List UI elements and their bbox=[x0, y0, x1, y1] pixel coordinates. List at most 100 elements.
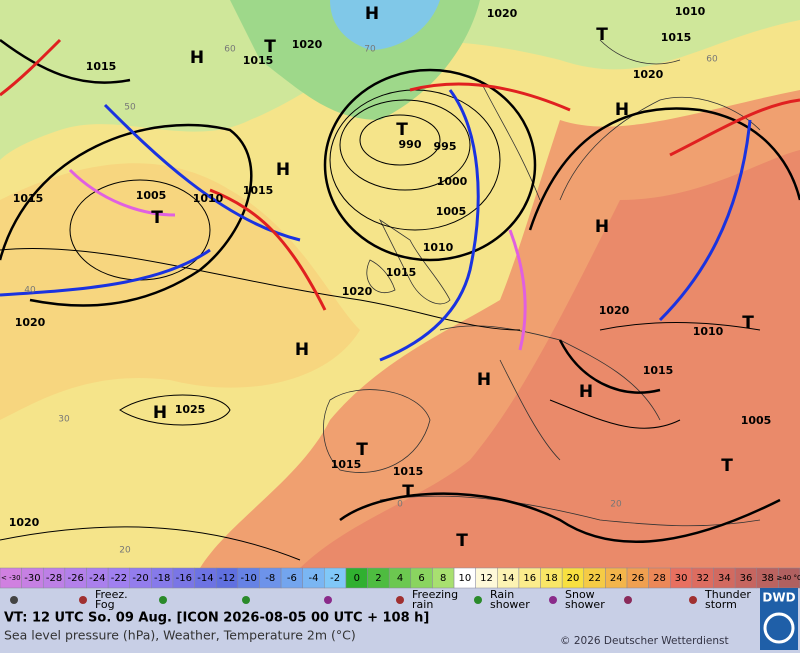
scale-label: -24 bbox=[89, 573, 105, 584]
isobar-label: 1010 bbox=[423, 241, 454, 254]
latitude-label: 60 bbox=[706, 55, 718, 65]
isobar-label: 1015 bbox=[661, 31, 692, 44]
pressure-center: H bbox=[365, 4, 379, 24]
scale-label: 10 bbox=[458, 573, 471, 584]
scale-label: 38 bbox=[761, 573, 774, 584]
logo-icon bbox=[763, 612, 795, 644]
isobar-label: 1010 bbox=[193, 192, 224, 205]
isobar-label: 1015 bbox=[393, 465, 424, 478]
scale-label: -8 bbox=[265, 573, 275, 584]
pressure-center: H bbox=[595, 217, 609, 237]
isobar-label: 1015 bbox=[643, 364, 674, 377]
latitude-label: 70 bbox=[364, 45, 376, 55]
legend-symbol bbox=[624, 596, 632, 604]
legend-label: Rain shower bbox=[490, 588, 530, 611]
isobar-label: 1015 bbox=[243, 54, 274, 67]
scale-label: 26 bbox=[631, 573, 644, 584]
legend-symbol bbox=[324, 596, 332, 604]
hot-field bbox=[300, 150, 800, 568]
scale-label: 12 bbox=[480, 573, 493, 584]
weather-legend: Freez. Fog Freezing rain Rain shower Snow showe… bbox=[10, 588, 751, 611]
pressure-center: T bbox=[396, 120, 408, 140]
isobar-label: 1020 bbox=[342, 285, 373, 298]
scale-label: 14 bbox=[502, 573, 515, 584]
scale-label: -10 bbox=[240, 573, 256, 584]
scale-label: 32 bbox=[696, 573, 709, 584]
pressure-center: H bbox=[477, 370, 491, 390]
isobar-label: 1005 bbox=[436, 205, 467, 218]
pressure-center: H bbox=[579, 382, 593, 402]
isobar-label: 1015 bbox=[86, 60, 117, 73]
scale-label: -12 bbox=[219, 573, 235, 584]
scale-label: -2 bbox=[330, 573, 340, 584]
scale-label: 6 bbox=[418, 573, 424, 584]
latitude-label: 60 bbox=[224, 45, 236, 55]
isobar-label: 995 bbox=[434, 140, 457, 153]
pressure-center: T bbox=[264, 37, 276, 57]
isobar-label: 1015 bbox=[13, 192, 44, 205]
legend-label: Thunder storm bbox=[704, 588, 751, 611]
pressure-center: T bbox=[742, 313, 754, 333]
isobar-label: 1015 bbox=[243, 184, 274, 197]
legend-symbol bbox=[242, 596, 250, 604]
scale-label: ≥40 °C bbox=[776, 574, 800, 582]
isobar-label: 1015 bbox=[331, 458, 362, 471]
isobar-label: 1025 bbox=[175, 403, 206, 416]
scale-label: 8 bbox=[440, 573, 446, 584]
isobar-label: 1020 bbox=[292, 38, 323, 51]
pressure-center: T bbox=[721, 456, 733, 476]
isobar-label: 1020 bbox=[487, 7, 518, 20]
legend-symbol bbox=[10, 596, 18, 604]
isobar-label: 1020 bbox=[633, 68, 664, 81]
isobar-label: 1020 bbox=[9, 516, 40, 529]
pressure-center: T bbox=[356, 440, 368, 460]
copyright: © 2026 Deutscher Wetterdienst bbox=[560, 635, 729, 647]
scale-label: 28 bbox=[653, 573, 666, 584]
pressure-center: H bbox=[276, 160, 290, 180]
scale-label: 18 bbox=[545, 573, 558, 584]
legend-symbol bbox=[79, 596, 87, 604]
scale-label: -20 bbox=[132, 573, 148, 584]
legend-symbol bbox=[396, 596, 404, 604]
legend-symbol bbox=[549, 596, 557, 604]
pressure-center: H bbox=[190, 48, 204, 68]
main-isobars bbox=[0, 38, 800, 544]
valid-time: VT: 12 UTC So. 09 Aug. [ICON 2026-08-05 … bbox=[4, 611, 429, 626]
isobar-label: 1020 bbox=[15, 316, 46, 329]
scale-label: -6 bbox=[287, 573, 297, 584]
pressure-center: H bbox=[153, 403, 167, 423]
isobar-label: 1015 bbox=[386, 266, 417, 279]
legend-symbol bbox=[474, 596, 482, 604]
description: Sea level pressure (hPa), Weather, Tempe… bbox=[4, 628, 356, 643]
scale-label: 0 bbox=[354, 573, 360, 584]
scale-label: -22 bbox=[111, 573, 127, 584]
pressure-center: H bbox=[295, 340, 309, 360]
legend-symbol bbox=[689, 596, 697, 604]
scale-label: 30 bbox=[675, 573, 688, 584]
scale-label: < -30 bbox=[1, 574, 21, 582]
latitude-label: 40 bbox=[24, 286, 36, 296]
isobar-label: 1010 bbox=[675, 5, 706, 18]
isobar-label: 1010 bbox=[693, 325, 724, 338]
scale-label: -26 bbox=[68, 573, 84, 584]
legend-label: Snow shower bbox=[565, 588, 605, 611]
pressure-center: T bbox=[151, 208, 163, 228]
scale-label: -28 bbox=[46, 573, 62, 584]
legend-label: Freez. Fog bbox=[95, 588, 128, 611]
scale-label: 4 bbox=[397, 573, 403, 584]
scale-label: 34 bbox=[718, 573, 731, 584]
scale-label: 22 bbox=[588, 573, 601, 584]
isobar-label: 990 bbox=[399, 138, 422, 151]
isobar-label: 1005 bbox=[741, 414, 772, 427]
scale-label: -30 bbox=[24, 573, 40, 584]
scale-label: -4 bbox=[309, 573, 319, 584]
isobar-label: 1005 bbox=[136, 189, 167, 202]
latitude-label: 20 bbox=[610, 500, 622, 510]
latitude-label: 50 bbox=[124, 103, 136, 113]
pressure-center: H bbox=[615, 100, 629, 120]
latitude-label: 0 bbox=[397, 500, 403, 510]
pressure-center: T bbox=[402, 482, 414, 502]
latitude-label: 20 bbox=[119, 546, 131, 556]
very-cold-field bbox=[330, 0, 440, 50]
scale-label: 2 bbox=[375, 573, 381, 584]
